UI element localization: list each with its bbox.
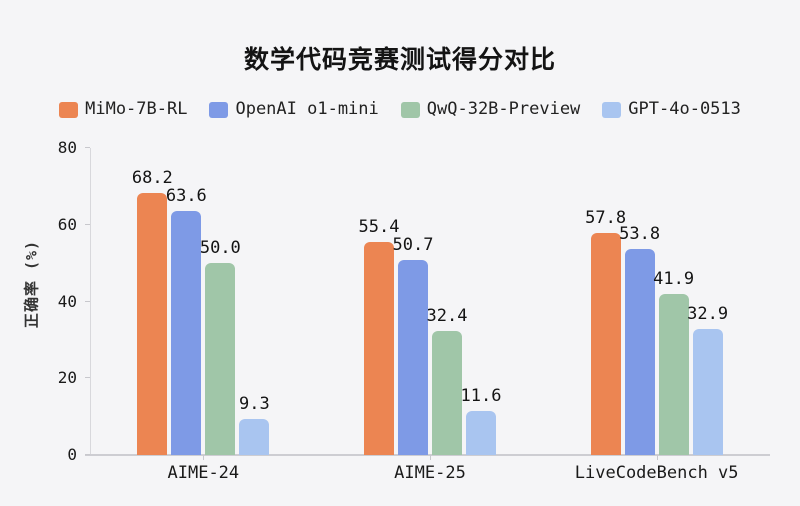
bar-value-label: 63.6	[165, 185, 207, 206]
x-tick-mark	[656, 455, 658, 460]
bar-value-label: 32.9	[687, 303, 729, 324]
legend: MiMo-7B-RL OpenAI o1-mini QwQ-32B-Preview G…	[0, 101, 800, 118]
bar-OpenAI o1-mini-AIME-24[interactable]: 63.6	[166, 187, 207, 455]
bar-value-label: 50.0	[199, 238, 241, 259]
bar-QwQ-32B-Preview-LiveCodeBench v5[interactable]: 41.9	[653, 271, 694, 455]
bar-value-label: 68.2	[131, 168, 173, 189]
bar-GPT-4o-0513-AIME-25[interactable]: 11.6	[461, 387, 501, 455]
bar-MiMo-7B-RL-AIME-25[interactable]: 55.4	[359, 219, 399, 455]
y-tick-label: 0	[67, 445, 77, 464]
x-tick-mark	[203, 455, 205, 460]
bar-group-AIME-25: 55.4 50.7 32.4 11.6	[359, 148, 501, 455]
bar-group-LiveCodeBench v5: 57.8 53.8 41.9 32.9	[585, 148, 728, 455]
chart-title: 数学代码竞赛测试得分对比	[243, 45, 556, 74]
bar-GPT-4o-0513-AIME-24[interactable]: 9.3	[239, 396, 270, 455]
legend-item-label: GPT-4o-0513	[628, 99, 741, 119]
legend-item-GPT-4o-0513[interactable]: GPT-4o-0513	[602, 101, 741, 118]
legend-swatch-icon	[59, 101, 79, 118]
y-tick-label: 60	[57, 214, 77, 234]
y-tick-mark	[85, 377, 90, 379]
legend-swatch-icon	[209, 101, 229, 118]
bar-GPT-4o-0513-LiveCodeBench v5[interactable]: 32.9	[687, 305, 728, 455]
x-tick-mark	[430, 455, 431, 460]
y-axis-title: 正确率 (%)	[22, 239, 41, 329]
bar-value-label: 50.7	[392, 235, 434, 256]
bar-OpenAI o1-mini-AIME-25[interactable]: 50.7	[393, 237, 433, 455]
legend-swatch-icon	[602, 101, 622, 118]
y-tick-mark	[85, 454, 90, 455]
y-tick-mark	[85, 300, 90, 302]
bar-QwQ-32B-Preview-AIME-25[interactable]: 32.4	[427, 307, 467, 455]
legend-item-label: OpenAI o1-mini	[235, 99, 379, 119]
x-category-label: AIME-25	[394, 463, 466, 483]
bar-MiMo-7B-RL-LiveCodeBench v5[interactable]: 57.8	[585, 210, 626, 455]
bar-value-label: 9.3	[238, 394, 270, 415]
legend-item-OpenAI o1-mini[interactable]: OpenAI o1-mini	[209, 99, 379, 119]
bar-value-label: 57.8	[585, 208, 627, 229]
bar-value-label: 41.9	[653, 269, 695, 290]
legend-item-QwQ-32B-Preview[interactable]: QwQ-32B-Preview	[400, 99, 581, 119]
legend-item-label: MiMo-7B-RL	[85, 99, 188, 119]
y-tick-mark	[85, 223, 90, 225]
bar-value-label: 32.4	[426, 305, 468, 326]
x-category-label: AIME-24	[167, 463, 240, 483]
y-tick-mark	[85, 147, 90, 148]
legend-item-MiMo-7B-RL[interactable]: MiMo-7B-RL	[59, 101, 187, 118]
y-tick-label: 40	[57, 291, 77, 311]
bar-MiMo-7B-RL-AIME-24[interactable]: 68.2	[132, 170, 173, 455]
y-tick-label: 20	[57, 368, 77, 388]
bar-value-label: 55.4	[358, 217, 400, 238]
plot-area: 0 20 40 60 80 68.2 63.6 50.0 9.3 55.4 50.7 32.4 11.…	[58, 140, 770, 482]
x-axis-line	[85, 454, 770, 456]
bar-OpenAI o1-mini-LiveCodeBench v5[interactable]: 53.8	[619, 225, 660, 455]
bar-value-label: 11.6	[460, 385, 502, 406]
y-axis-line	[90, 148, 91, 455]
bar-value-label: 53.8	[619, 223, 661, 244]
bar-group-AIME-24: 68.2 63.6 50.0 9.3	[132, 148, 270, 455]
y-tick-label: 80	[57, 138, 77, 157]
x-category-label: LiveCodeBench v5	[574, 463, 739, 483]
legend-swatch-icon	[400, 101, 420, 118]
legend-item-label: QwQ-32B-Preview	[426, 99, 581, 119]
bar-QwQ-32B-Preview-AIME-24[interactable]: 50.0	[200, 240, 241, 455]
